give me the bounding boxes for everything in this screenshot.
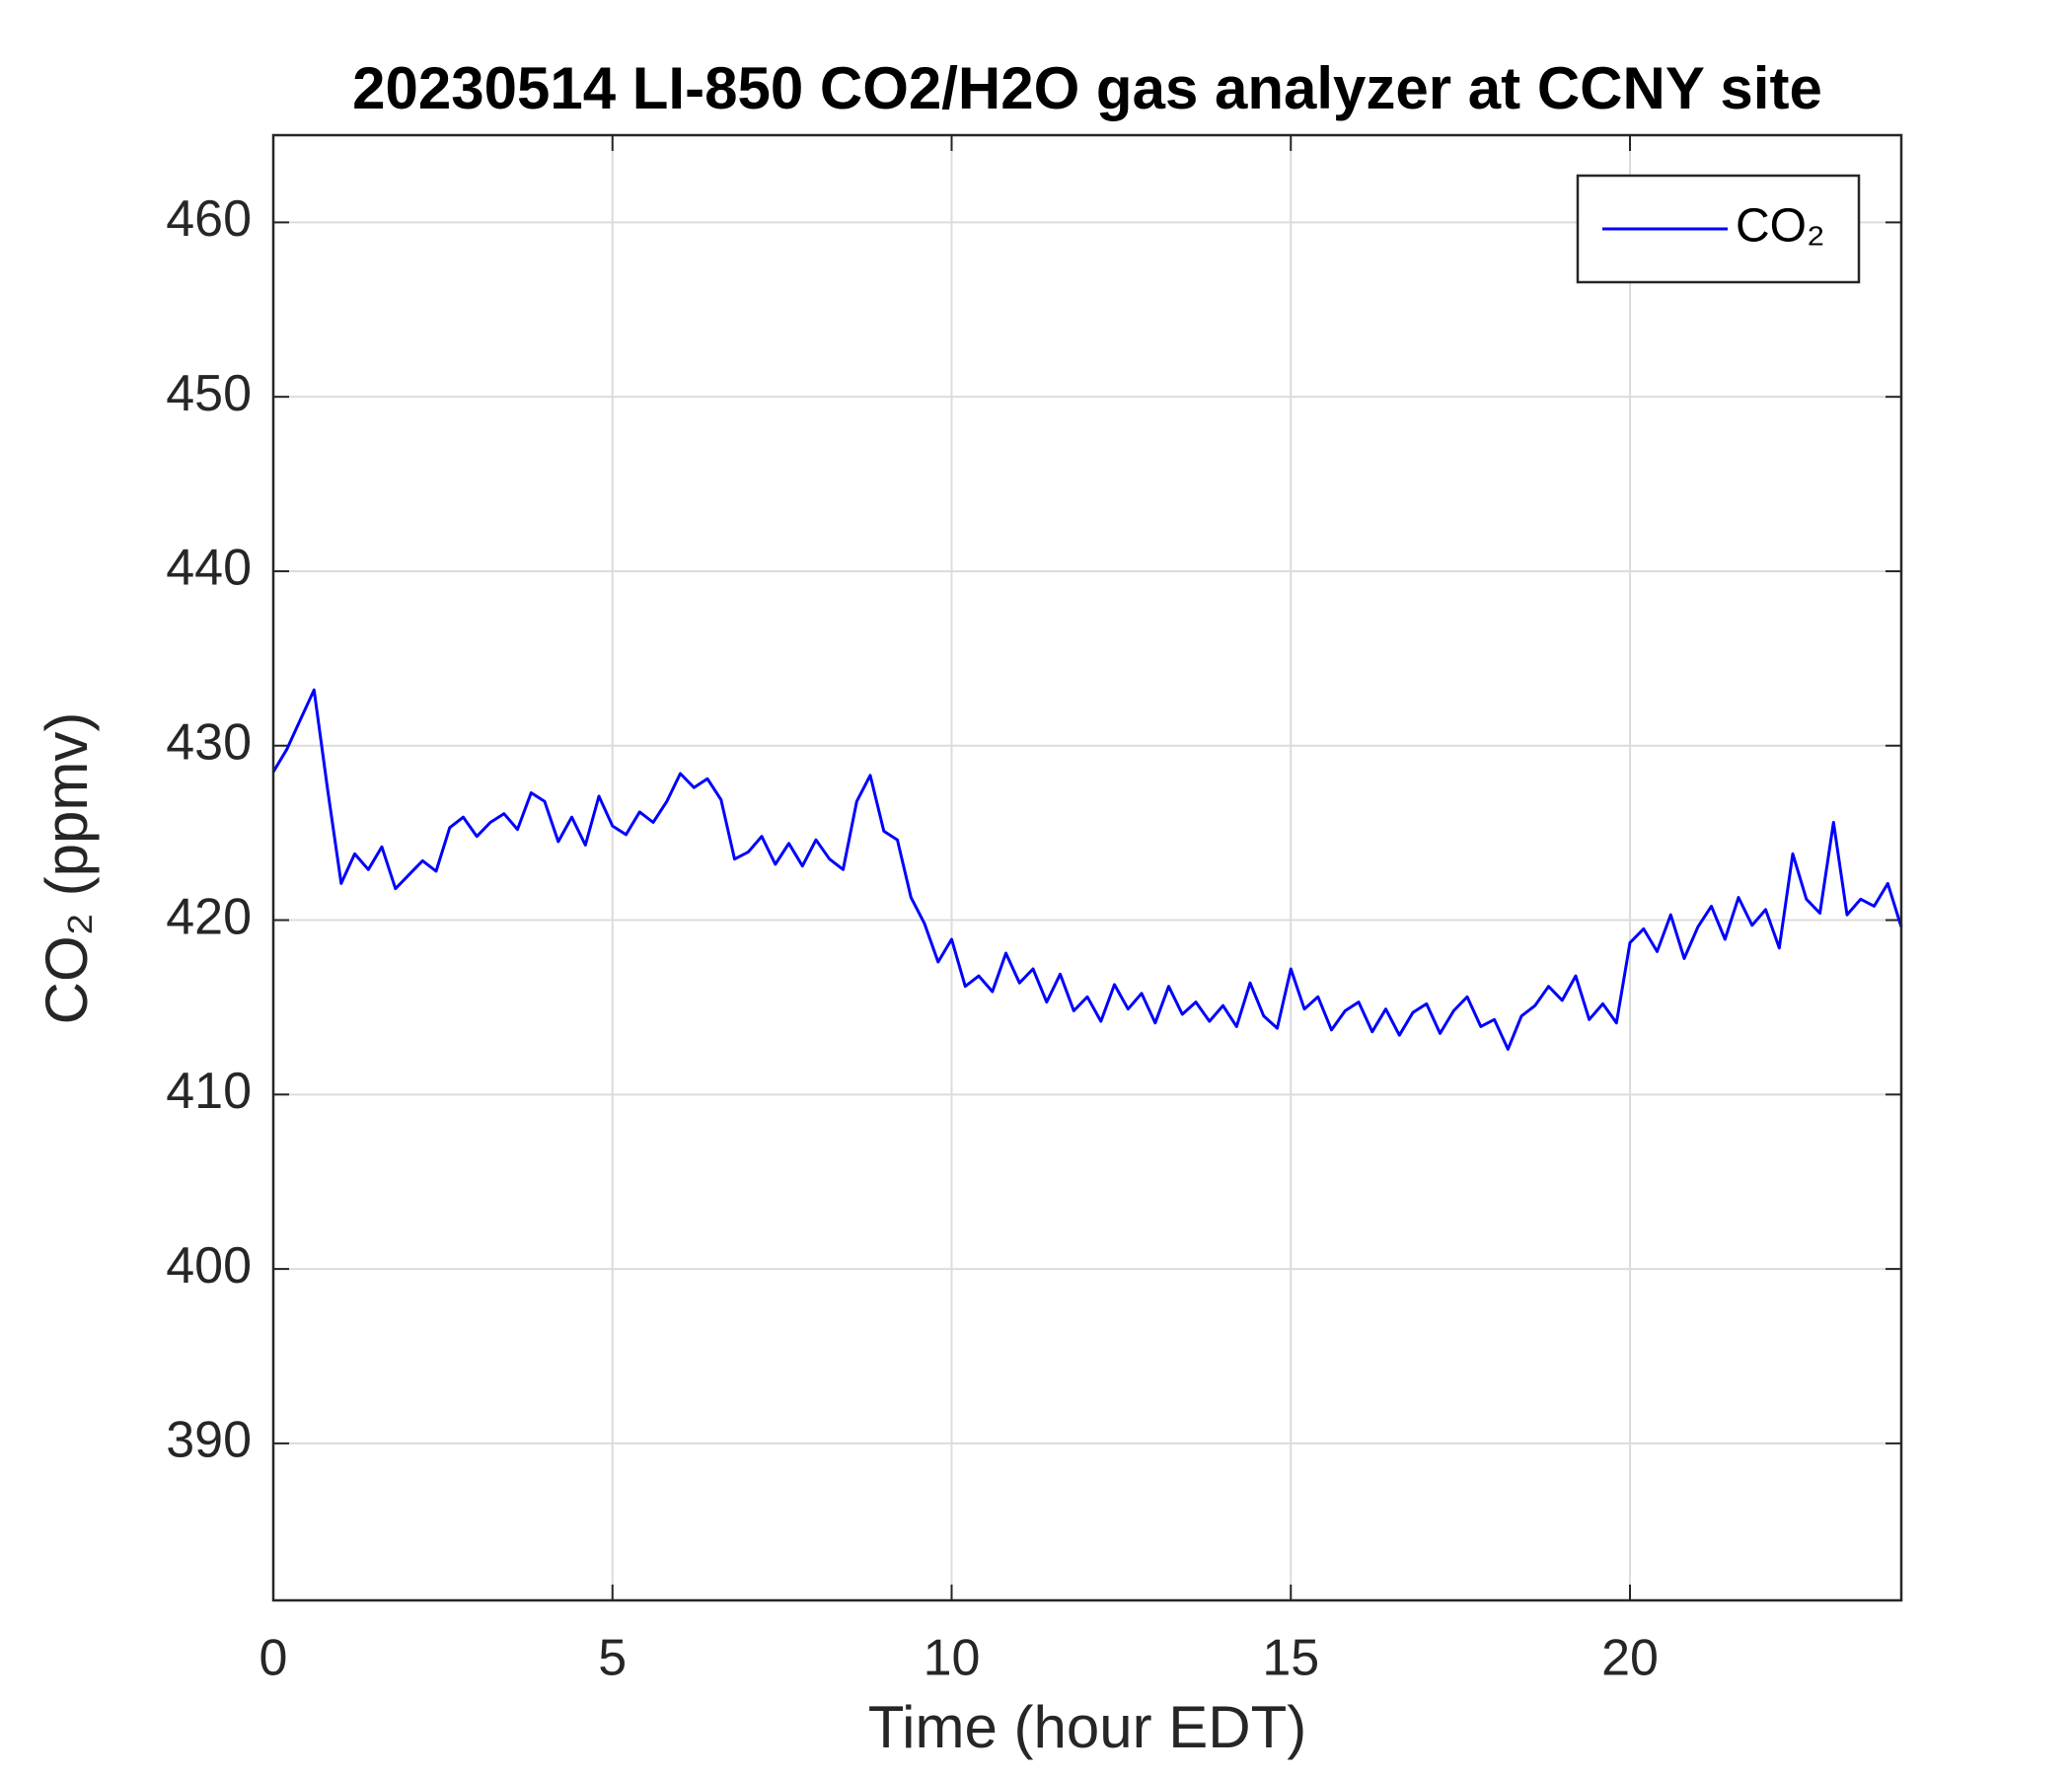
y-tick-label: 420 <box>166 888 252 945</box>
x-tick-label: 5 <box>598 1630 627 1687</box>
y-tick-label: 460 <box>166 190 252 248</box>
y-tick-label: 450 <box>166 365 252 422</box>
plot-frame <box>271 133 1903 1602</box>
x-tick-label: 0 <box>259 1630 288 1687</box>
y-axis-label: CO₂ (ppmv) <box>34 712 100 1025</box>
x-tick-label: 15 <box>1262 1630 1319 1687</box>
y-tick-label: 390 <box>166 1412 252 1469</box>
chart-title: 20230514 LI-850 CO2/H2O gas analyzer at … <box>352 55 1822 121</box>
x-tick-label: 20 <box>1601 1630 1659 1687</box>
legend-label: CO₂ <box>1736 200 1825 253</box>
y-tick-label: 410 <box>166 1063 252 1120</box>
y-tick-label: 440 <box>166 540 252 597</box>
x-tick-label: 10 <box>924 1630 981 1687</box>
data-line <box>271 688 1903 1051</box>
y-tick-label: 400 <box>166 1237 252 1295</box>
y-tick-label: 430 <box>166 713 252 771</box>
x-axis-label: Time (hour EDT) <box>868 1694 1307 1760</box>
